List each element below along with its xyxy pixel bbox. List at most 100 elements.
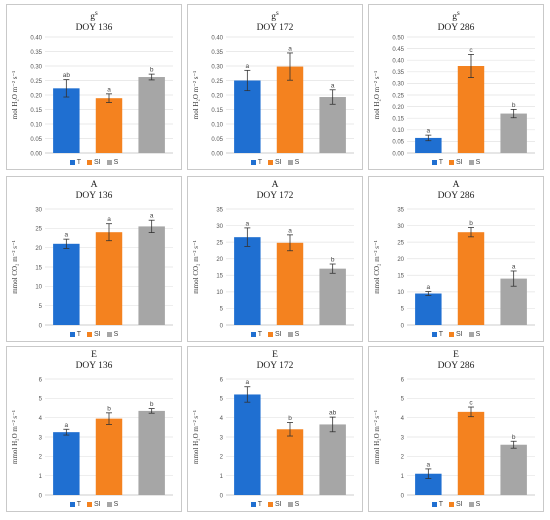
y-tick-label: 20 (35, 246, 42, 252)
y-tick-label: 10 (35, 285, 42, 291)
chart-title: E DOY 136 (7, 350, 181, 371)
chart-panel: A DOY 136 mmol CO₂ m⁻² s⁻¹ 0 5 10 15 20 25 30 a a a T… (6, 176, 182, 342)
y-tick-label: 30 (397, 224, 404, 230)
bar-chart: 0.00 0.05 0.10 0.15 0.20 0.25 0.30 0.35 0.40 a a a (211, 35, 354, 157)
chart-title-text: A (452, 180, 460, 190)
legend: T SI S (369, 331, 543, 338)
bar-si (276, 429, 304, 495)
legend-label: SI (93, 331, 101, 338)
bar-s (138, 226, 165, 325)
y-tick-label: 0.40 (392, 59, 404, 65)
legend-item: S (287, 159, 299, 166)
y-tick-label: 0.40 (30, 35, 42, 41)
significance-letter: b (150, 401, 154, 408)
y-tick-label: 0.20 (392, 105, 404, 111)
legend-swatch (267, 159, 273, 165)
y-tick-label: 1 (401, 474, 405, 480)
legend-swatch (287, 159, 293, 165)
legend-label: SI (93, 159, 101, 166)
y-tick-label: 0.30 (30, 64, 42, 70)
y-tick-label: 0.05 (30, 137, 42, 143)
y-tick-label: 5 (39, 397, 43, 403)
y-tick-label: 20 (216, 257, 223, 263)
chart-title: gs DOY 136 (7, 8, 181, 33)
y-tick-label: 0 (220, 493, 224, 499)
legend: T SI S (188, 331, 362, 338)
bar-s (138, 77, 165, 153)
y-tick-label: 6 (220, 377, 224, 383)
significance-letter: c (469, 400, 473, 407)
y-tick-label: 4 (39, 416, 43, 422)
bar-chart: 0 5 10 15 20 25 30 35 a a b (216, 207, 354, 329)
y-tick-label: 0 (220, 323, 224, 329)
y-tick-label: 0.35 (392, 70, 404, 76)
legend-label: S (113, 331, 119, 338)
y-tick-label: 2 (39, 455, 43, 461)
chart-title: gs DOY 286 (369, 8, 543, 33)
significance-letter: a (512, 263, 516, 270)
legend: T SI S (188, 159, 362, 166)
y-tick-label: 0.00 (30, 151, 42, 157)
bar-s (319, 424, 346, 495)
legend-item: SI (448, 331, 463, 338)
legend-label: T (257, 501, 262, 508)
legend-swatch (250, 501, 256, 507)
bar-t (53, 243, 80, 325)
significance-letter: ab (63, 72, 71, 79)
y-tick-label: 0.30 (211, 64, 223, 70)
legend-swatch (468, 501, 474, 507)
y-tick-label: 30 (216, 224, 223, 230)
bar-si (457, 232, 485, 325)
chart-title: gs DOY 172 (188, 8, 362, 33)
bar-t (415, 293, 442, 325)
chart-subtitle: DOY 286 (437, 360, 475, 371)
chart-subtitle: DOY 172 (256, 360, 294, 371)
chart-subtitle: DOY 286 (437, 190, 475, 201)
legend-item: S (106, 331, 119, 338)
chart-subtitle: DOY 172 (256, 22, 294, 33)
legend: T SI S (7, 331, 181, 338)
legend-swatch (287, 501, 293, 507)
y-tick-label: 10 (216, 290, 223, 296)
legend-item: T (69, 331, 81, 338)
bar-si (276, 66, 304, 153)
chart-subtitle: DOY 286 (437, 22, 475, 33)
legend-item: SI (448, 159, 463, 166)
legend-item: S (287, 331, 299, 338)
chart-panel: E DOY 172 mmol H₂O m⁻² s⁻¹ 0 1 2 3 4 5 6 a b ab T SI S (187, 346, 363, 512)
bar-chart: 0 1 2 3 4 5 6 a b b (39, 377, 173, 499)
y-tick-label: 0 (401, 493, 405, 499)
y-tick-label: 0.10 (30, 122, 42, 128)
legend: T SI S (188, 501, 362, 508)
y-tick-label: 0.20 (211, 93, 223, 99)
legend-swatch (86, 331, 92, 337)
legend-item: SI (267, 159, 282, 166)
bar-chart: 0 5 10 15 20 25 30 a a a (35, 207, 173, 329)
bar-si (95, 98, 123, 153)
y-tick-label: 0.10 (392, 128, 404, 134)
legend-swatch (448, 331, 454, 337)
significance-letter: a (246, 220, 250, 227)
legend-label: T (76, 501, 81, 508)
y-tick-label: 25 (35, 227, 42, 233)
legend: T SI S (7, 159, 181, 166)
y-tick-label: 30 (35, 207, 42, 213)
y-tick-label: 4 (220, 416, 224, 422)
legend-swatch (69, 159, 75, 165)
y-tick-label: 25 (216, 240, 223, 246)
chart-panel: A DOY 286 mmol CO₂ m⁻² s⁻¹ 0 5 10 15 20 25 30 35 a b… (368, 176, 544, 342)
legend: T SI S (369, 159, 543, 166)
bar-si (95, 418, 123, 495)
significance-letter: a (288, 227, 292, 234)
legend-item: T (250, 331, 262, 338)
y-tick-label: 0.40 (211, 35, 223, 41)
significance-letter: a (65, 232, 69, 239)
y-tick-label: 0.50 (392, 35, 404, 41)
chart-title-superscript: s (276, 9, 279, 17)
legend-swatch (106, 331, 112, 337)
bar-si (457, 66, 485, 153)
chart-title-text: g (452, 12, 457, 23)
legend-label: T (257, 159, 262, 166)
y-tick-label: 0.15 (30, 108, 42, 114)
